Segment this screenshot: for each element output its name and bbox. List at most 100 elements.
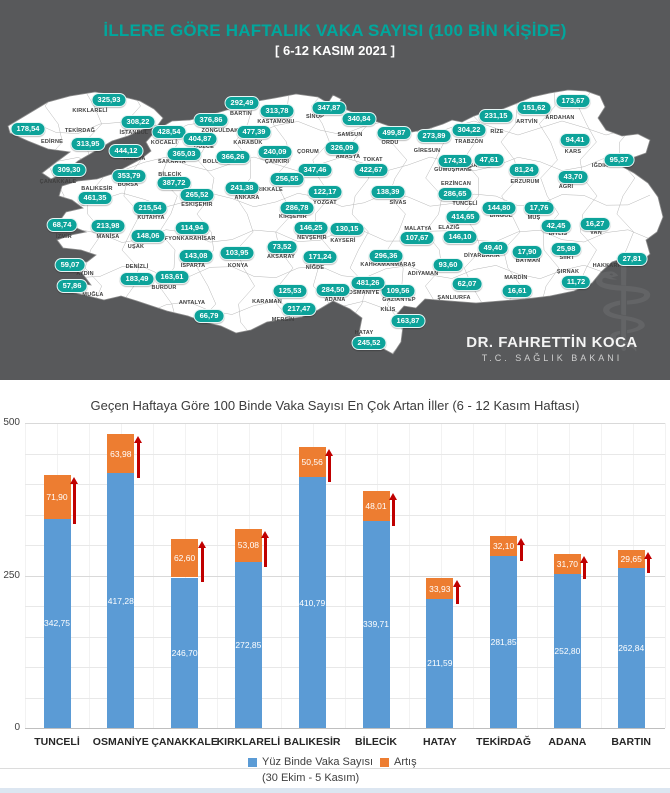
arrow-head: [325, 448, 334, 456]
bar-segment-increase: [234, 529, 262, 562]
bar-value-label-increase: 71,90: [46, 491, 68, 502]
province-badge: 309,30: [51, 163, 87, 177]
province-label: ERZURUM: [510, 179, 540, 185]
province-label: BALIKESİR: [81, 186, 113, 192]
bar-segment-base: [298, 477, 326, 728]
province-badge: 103,95: [219, 246, 255, 260]
province-badge: 95,37: [603, 153, 635, 167]
province-badge: 144,80: [481, 201, 517, 215]
border-line: [11, 264, 651, 280]
chart-title: Geçen Haftaya Göre 100 Binde Vaka Sayısı…: [90, 398, 580, 413]
province-badge: 81,24: [508, 163, 540, 177]
bar-value-label-increase: 48,01: [365, 501, 387, 512]
signature-block: DR. FAHRETTİN KOCA T.C. SAĞLIK BAKANI: [466, 334, 638, 363]
province-label: IĞDIR: [591, 163, 609, 169]
province-badge: 376,86: [193, 113, 229, 127]
province-label: BURDUR: [151, 285, 177, 291]
bar-value-label-increase: 50,56: [301, 456, 323, 467]
province-badge: 16,27: [579, 217, 611, 231]
province-label: KONYA: [227, 263, 249, 269]
province-badge: 353,79: [111, 169, 147, 183]
province-badge: 284,50: [315, 283, 351, 297]
province-badge: 109,56: [380, 284, 416, 298]
increase-arrow-icon: [325, 448, 334, 483]
arrow-head: [644, 551, 653, 559]
province-label: ANTALYA: [178, 300, 206, 306]
bar-value-label-base: 262,84: [618, 642, 645, 653]
province-badge: 173,67: [555, 94, 591, 108]
province-label: AYDIN: [76, 271, 94, 277]
province-badge: 66,79: [193, 309, 225, 323]
bar-segment-increase: [490, 536, 518, 557]
bar-value-label-base: 339,71: [363, 619, 389, 630]
province-badge: 296,36: [368, 249, 404, 263]
province-label: BURSA: [117, 182, 139, 188]
province-label: BOLU: [202, 159, 220, 165]
increase-arrow-icon: [133, 436, 143, 479]
legend-label: Yüz Binde Vaka Sayısı: [262, 756, 374, 768]
province-label: MERSİN: [271, 317, 295, 323]
province-badge: 94,41: [559, 133, 591, 147]
increase-arrow-icon: [516, 538, 526, 562]
province-label: YOZGAT: [313, 200, 337, 206]
gridline-minor: [25, 606, 665, 607]
bar-value-label-base: 246,70: [171, 647, 198, 658]
x-axis-label: BİLECİK: [355, 736, 397, 748]
province-label: İZMİR: [56, 234, 72, 240]
gridline-major: [25, 728, 665, 729]
bar-segment-increase: [298, 446, 326, 478]
province-badge: 217,47: [281, 302, 317, 316]
province-label: İSTANBUL: [119, 130, 149, 136]
province-label: ZONGULDAK: [201, 128, 239, 134]
province-badge: 146,10: [442, 230, 478, 244]
province-label: VAN: [590, 230, 602, 236]
separator-line: [0, 768, 670, 769]
province-label: BİTLİS: [548, 231, 568, 237]
province-badge: 143,08: [178, 249, 214, 263]
province-label: ADANA: [324, 297, 346, 303]
province-label: SİVAS: [389, 200, 407, 206]
bar-segment-increase: [426, 578, 454, 599]
province-badge: 163,87: [390, 314, 426, 328]
bar-value-label-base: 342,75: [44, 618, 70, 629]
province-badge: 387,72: [156, 176, 192, 190]
province-label: GİRESUN: [413, 148, 441, 154]
province-badge: 93,60: [432, 258, 464, 272]
gridline-minor: [25, 514, 665, 516]
bar-value-label-base: 252,80: [554, 645, 581, 656]
province-badge: 292,49: [224, 96, 260, 110]
province-badge: 114,94: [174, 221, 210, 235]
bar-value-label-base: 211,59: [427, 658, 453, 669]
bar-value-label-base: 417,28: [107, 595, 134, 606]
province-label: KOCAELİ: [150, 140, 178, 146]
province-label: ADIYAMAN: [407, 271, 439, 277]
province-badge: 125,53: [272, 284, 308, 298]
province-badge: 178,54: [10, 122, 46, 136]
increase-arrow-icon: [70, 477, 79, 524]
province-badge: 49,40: [477, 241, 509, 255]
province-label: ISPARTA: [180, 263, 206, 269]
province-badge: 444,12: [108, 144, 144, 158]
province-label: TEKİRDAĞ: [64, 128, 96, 134]
arrow-stem: [455, 587, 459, 604]
bar-value-label-base: 272,85: [235, 639, 262, 650]
increase-arrow-icon: [261, 531, 270, 567]
bar-segment-base: [617, 567, 645, 728]
province-badge: 213,98: [90, 219, 126, 233]
legend-swatch: [248, 757, 257, 767]
province-badge: 273,89: [416, 129, 452, 143]
province-label: HATAY: [354, 330, 374, 336]
increase-arrow-icon: [197, 541, 207, 583]
arrow-stem: [583, 563, 587, 579]
province-badge: 174,31: [437, 154, 473, 168]
bar-value-label-increase: 32,10: [492, 541, 515, 552]
province-badge: 499,87: [376, 126, 412, 140]
gridline-minor: [25, 453, 665, 455]
province-label: MALATYA: [404, 226, 432, 232]
increase-arrow-icon: [644, 551, 653, 573]
arrow-stem: [519, 545, 523, 562]
province-badge: 151,62: [516, 101, 552, 115]
province-badge: 11,72: [560, 275, 592, 289]
province-badge: 25,98: [550, 242, 582, 256]
province-badge: 231,15: [478, 109, 514, 123]
